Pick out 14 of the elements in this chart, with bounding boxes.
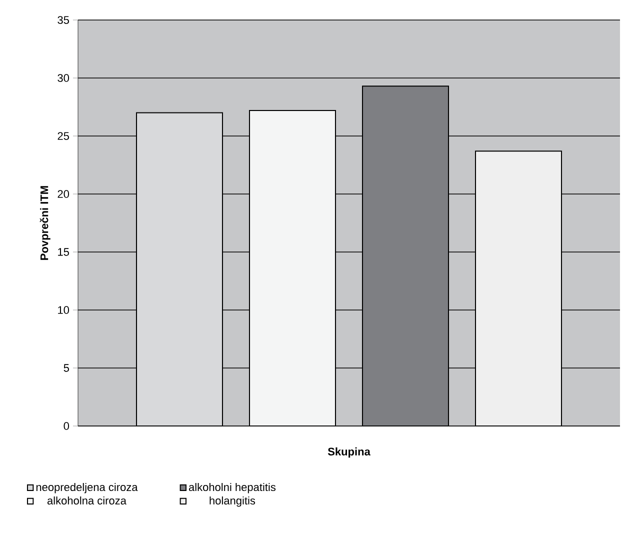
y-axis-title: Povprečni ITM xyxy=(40,186,50,260)
legend-label: holangitis xyxy=(210,496,256,507)
x-axis-title: Skupina xyxy=(328,447,370,458)
y-tick-label: 0 xyxy=(64,422,70,430)
legend-label: neopredeljena ciroza xyxy=(36,482,138,494)
y-tick-label: 35 xyxy=(58,16,69,24)
y-tick-label: 15 xyxy=(58,248,69,256)
y-tick-label: 20 xyxy=(58,190,70,198)
y-tick-label: 5 xyxy=(64,364,69,372)
legend-label: alkoholni hepatitis xyxy=(188,482,276,494)
legend-label: alkoholna ciroza xyxy=(47,496,126,505)
y-tick-label: 10 xyxy=(58,306,70,314)
y-tick-label: 25 xyxy=(58,132,69,140)
y-tick-label: 30 xyxy=(58,74,70,82)
